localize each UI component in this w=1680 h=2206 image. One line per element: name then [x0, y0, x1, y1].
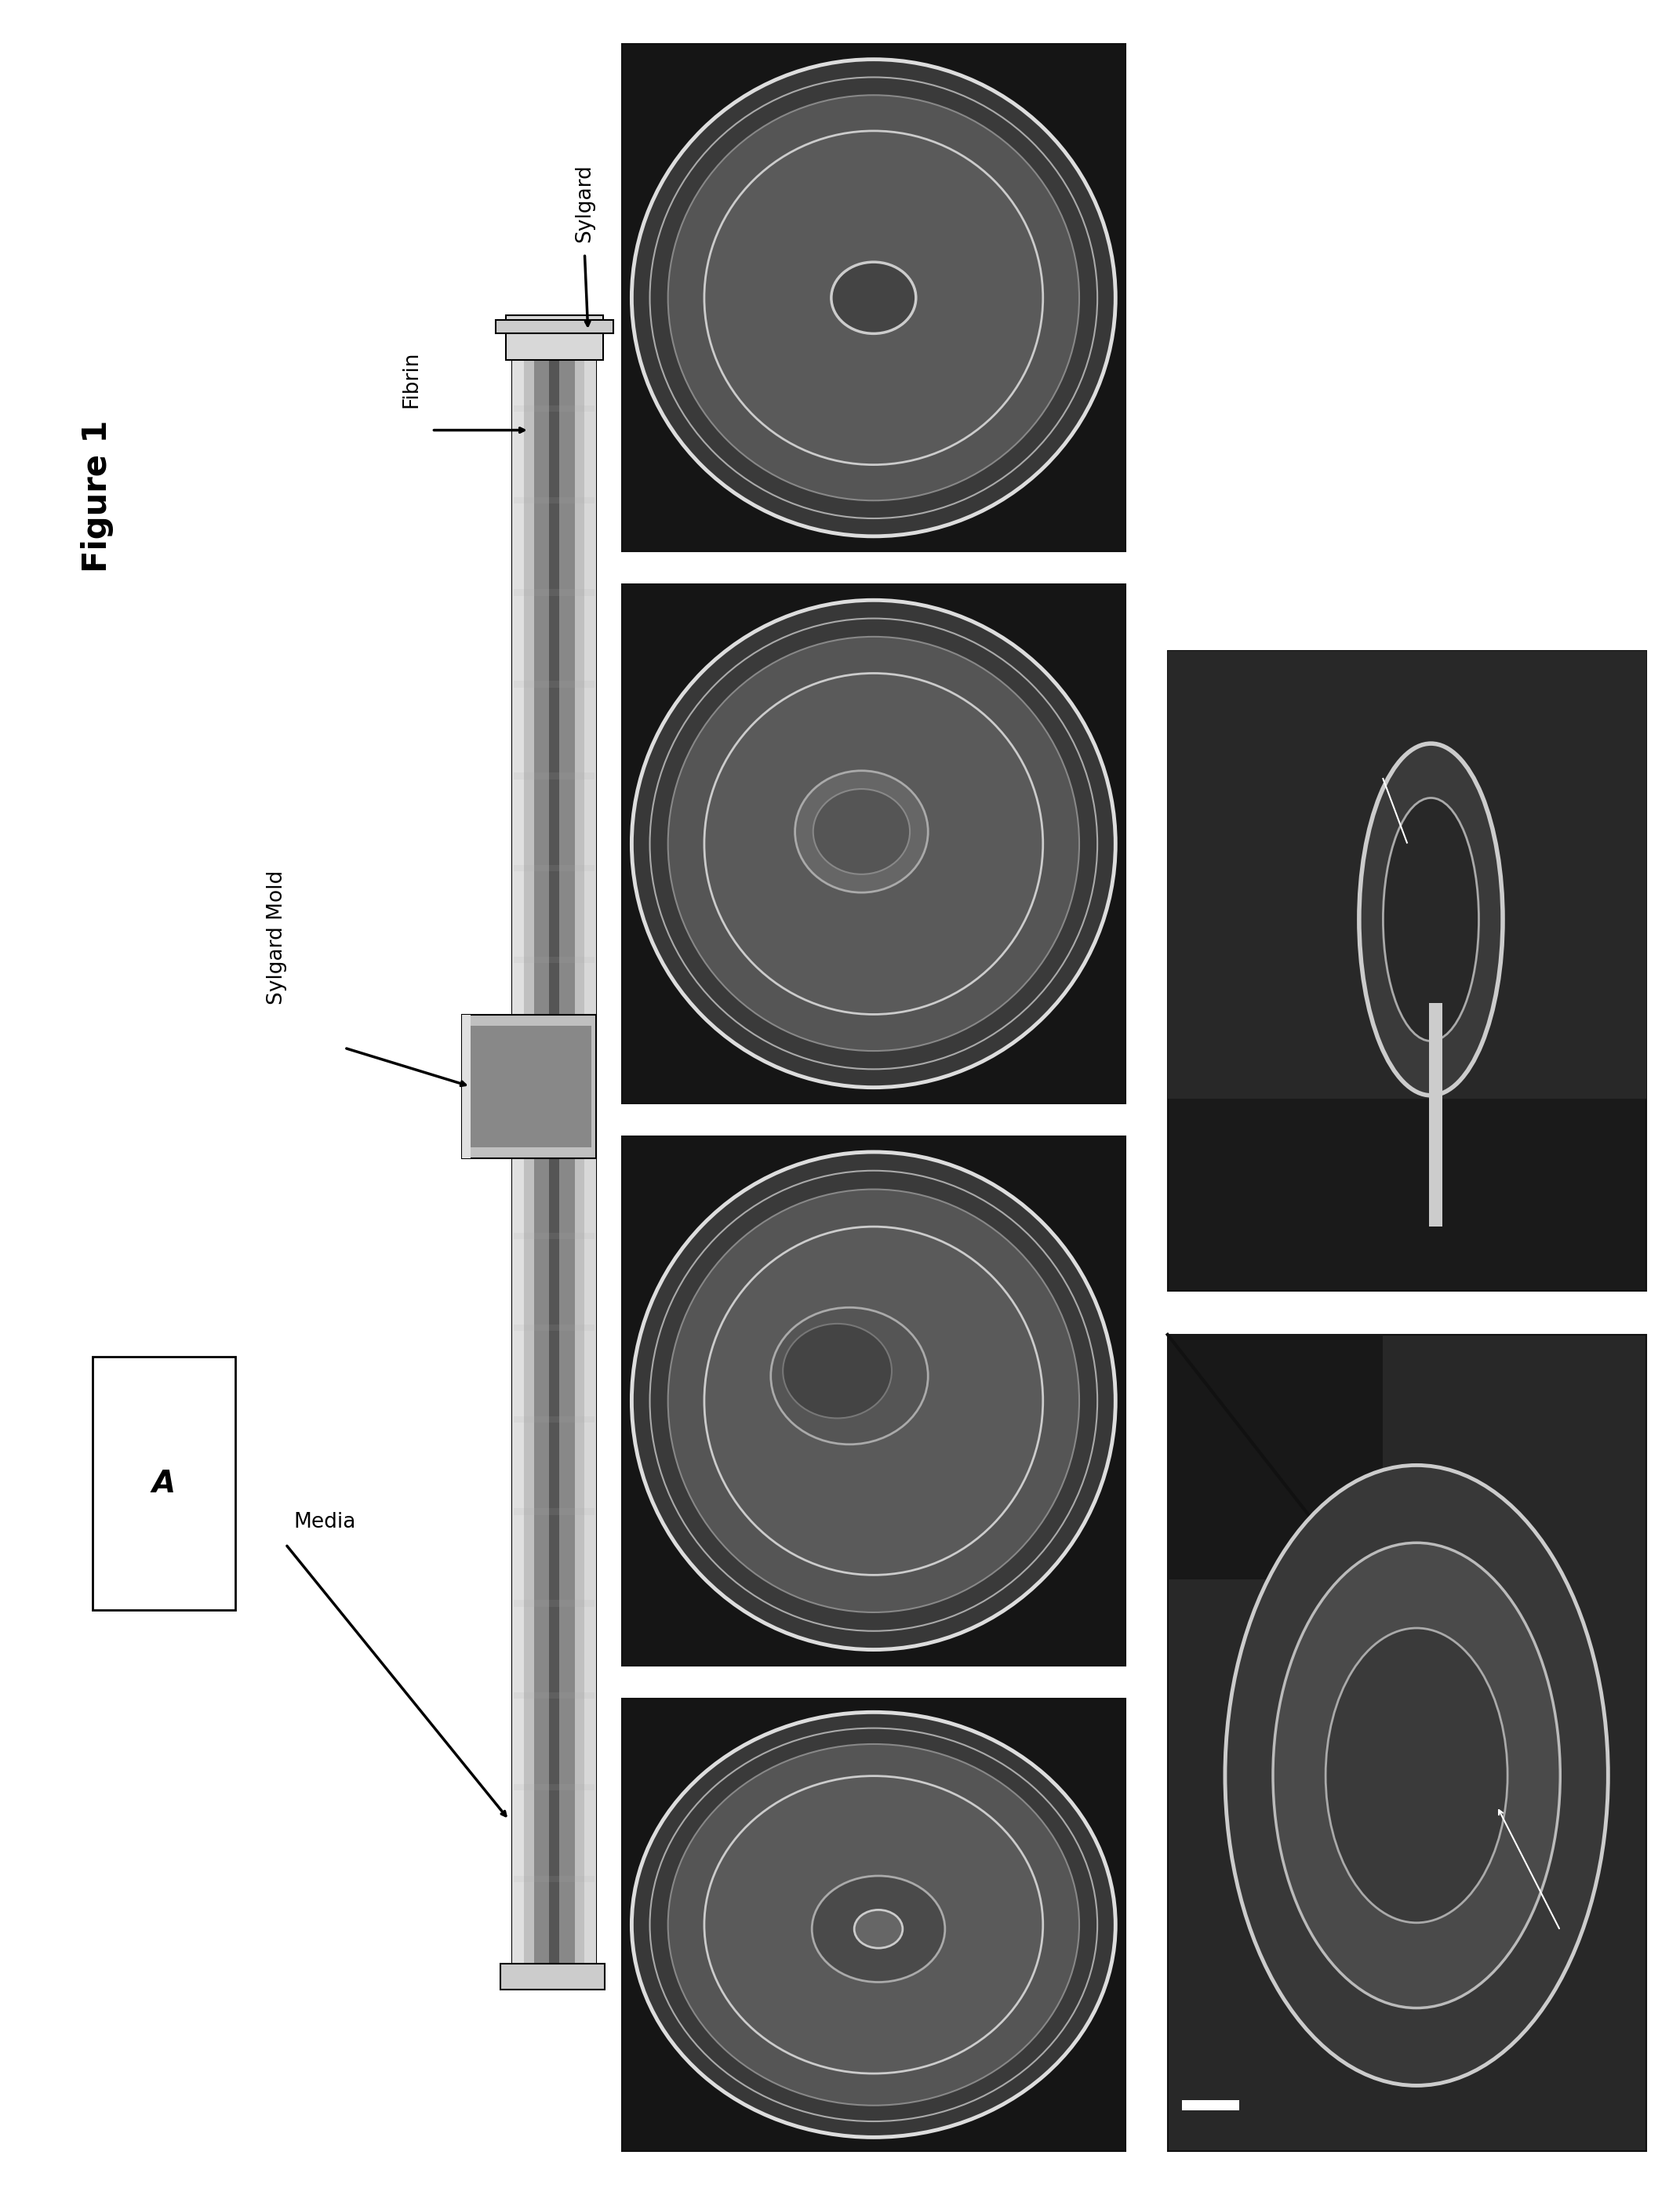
Bar	[514, 1416, 595, 1423]
Ellipse shape	[853, 1910, 902, 1948]
Bar	[514, 1048, 595, 1054]
Bar	[549, 320, 559, 1974]
Bar	[622, 1136, 1126, 1666]
Bar	[1183, 2100, 1240, 2109]
Bar	[462, 1015, 470, 1158]
Bar	[512, 320, 596, 1974]
Bar	[514, 1968, 595, 1974]
Ellipse shape	[771, 1308, 927, 1445]
Bar	[496, 320, 613, 333]
Ellipse shape	[704, 1227, 1043, 1575]
Ellipse shape	[1359, 743, 1504, 1096]
Ellipse shape	[1225, 1465, 1608, 2085]
Ellipse shape	[795, 770, 927, 893]
Ellipse shape	[1383, 799, 1478, 1041]
Text: Figure 1: Figure 1	[81, 419, 114, 574]
Ellipse shape	[650, 1171, 1097, 1630]
Bar	[1168, 1335, 1383, 1579]
Bar	[514, 865, 595, 871]
Ellipse shape	[632, 600, 1116, 1088]
Ellipse shape	[632, 60, 1116, 536]
Ellipse shape	[669, 95, 1079, 501]
Bar	[92, 1357, 235, 1610]
Ellipse shape	[632, 1152, 1116, 1650]
Bar	[622, 44, 1126, 552]
Bar	[622, 1699, 1126, 2151]
Bar	[514, 1233, 595, 1240]
Text: Fibrin: Fibrin	[402, 351, 422, 408]
Bar	[1168, 1335, 1646, 2151]
Bar	[501, 1963, 605, 1990]
Ellipse shape	[704, 1776, 1043, 2074]
Ellipse shape	[669, 638, 1079, 1050]
Ellipse shape	[704, 673, 1043, 1015]
Ellipse shape	[704, 130, 1043, 465]
Ellipse shape	[832, 263, 916, 333]
Text: A: A	[151, 1469, 176, 1498]
Ellipse shape	[783, 1324, 892, 1418]
Bar	[514, 1509, 595, 1516]
Bar	[514, 1785, 595, 1791]
Ellipse shape	[811, 1875, 944, 1983]
Text: Sylgard Mold: Sylgard Mold	[267, 871, 287, 1004]
Ellipse shape	[1273, 1542, 1561, 2007]
Ellipse shape	[650, 618, 1097, 1070]
Bar	[512, 320, 524, 1974]
Ellipse shape	[1326, 1628, 1507, 1924]
Ellipse shape	[632, 1712, 1116, 2138]
Bar	[514, 772, 595, 779]
Ellipse shape	[669, 1745, 1079, 2105]
Bar	[514, 406, 595, 413]
Bar	[514, 682, 595, 688]
Text: Sylgard: Sylgard	[575, 165, 595, 243]
Bar	[585, 320, 596, 1974]
Ellipse shape	[669, 1189, 1079, 1613]
Bar	[1168, 651, 1646, 1099]
Bar	[506, 315, 603, 360]
Bar	[514, 496, 595, 503]
Ellipse shape	[813, 790, 911, 874]
Text: Media: Media	[294, 1511, 356, 1533]
Bar	[514, 1141, 595, 1147]
Bar	[1168, 651, 1646, 1291]
Bar	[514, 1875, 595, 1882]
Bar	[514, 1692, 595, 1699]
Bar	[1430, 1002, 1443, 1227]
Ellipse shape	[650, 1727, 1097, 2122]
Bar	[462, 1015, 596, 1158]
Bar	[534, 331, 575, 1963]
Ellipse shape	[650, 77, 1097, 518]
Bar	[514, 1324, 595, 1330]
Bar	[514, 957, 595, 964]
Bar	[514, 589, 595, 596]
Bar	[467, 1026, 591, 1147]
Bar	[514, 1599, 595, 1606]
Bar	[622, 585, 1126, 1103]
